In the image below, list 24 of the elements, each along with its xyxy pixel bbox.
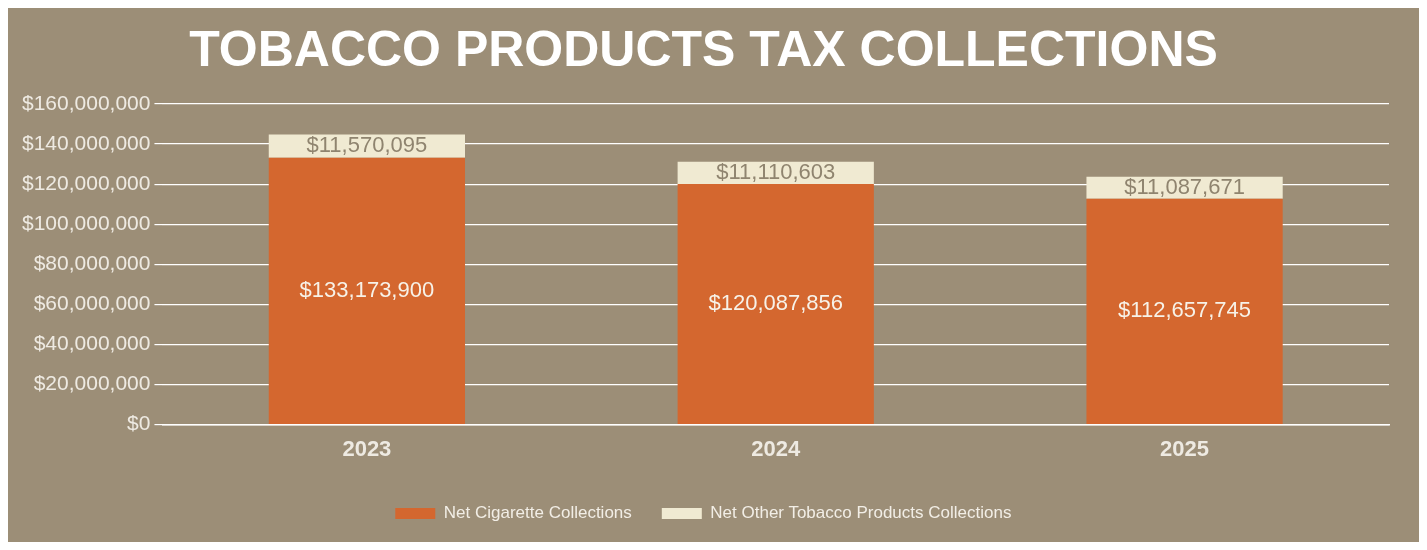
y-tick-label: $40,000,000 [33, 331, 151, 355]
y-tick-label: $60,000,000 [33, 291, 151, 315]
bar [268, 157, 466, 424]
y-tick-label: $80,000,000 [33, 251, 151, 275]
y-tick-label: $20,000,000 [33, 371, 151, 395]
x-tick-label: 2025 [1160, 435, 1210, 461]
chart-title: TOBACCO PRODUCTS TAX COLLECTIONS [189, 20, 1218, 77]
data-label: $11,087,671 [1124, 173, 1245, 199]
legend-label: Net Cigarette Collections [443, 503, 632, 523]
legend-label: Net Other Tobacco Products Collections [710, 503, 1012, 523]
y-tick-label: $0 [127, 411, 151, 435]
x-tick-label: 2023 [342, 435, 392, 461]
data-label: $11,570,095 [306, 132, 428, 158]
y-tick-label: $100,000,000 [21, 211, 151, 235]
data-label: $11,110,603 [716, 158, 836, 184]
y-tick-label: $160,000,000 [21, 90, 151, 114]
x-tick-label: 2024 [751, 435, 801, 461]
data-label: $120,087,856 [708, 290, 844, 316]
data-label: $112,657,745 [1118, 297, 1252, 323]
y-tick-label: $140,000,000 [21, 130, 151, 154]
y-tick-label: $120,000,000 [21, 170, 151, 194]
bar [1086, 198, 1283, 424]
bar [677, 183, 874, 424]
data-label: $133,173,900 [299, 276, 435, 302]
